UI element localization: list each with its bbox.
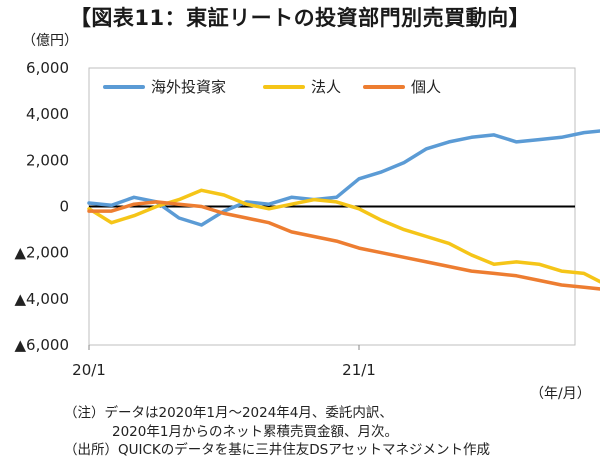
chart-title: 【図表11：東証リートの投資部門別売買動向】	[69, 6, 531, 30]
y-tick-label: 6,000	[26, 59, 69, 77]
y-axis: 6,000 4,000 2,000 0 ▲2,000 ▲4,000 ▲6,000	[15, 59, 69, 354]
series-line-3	[87, 200, 600, 291]
y-tick-label: 4,000	[26, 105, 69, 123]
note-line-1: （注）データは2020年1月～2024年4月、委託内訳、	[64, 405, 393, 421]
series-line-1	[87, 129, 600, 227]
legend-label: 海外投資家	[151, 78, 226, 96]
x-axis: 20/121/122/123/124/1	[72, 345, 376, 379]
legend-label: 個人	[411, 78, 441, 96]
x-axis-unit-label: （年/月）	[530, 386, 591, 402]
y-tick-label: ▲6,000	[15, 336, 69, 354]
x-tick-label: 20/1	[72, 361, 106, 379]
y-tick-label: 0	[59, 198, 69, 216]
y-axis-unit-label: （億円）	[22, 33, 78, 49]
y-tick-label: ▲2,000	[15, 244, 69, 262]
legend: 海外投資家 法人 個人	[103, 78, 441, 96]
source-line: （出所）QUICKのデータを基に三井住友DSアセットマネジメント作成	[64, 442, 490, 458]
note-line-2: 2020年1月からのネット累積売買金額、月次。	[112, 423, 398, 440]
y-tick-label: 2,000	[26, 151, 69, 169]
footnotes: （注）データは2020年1月～2024年4月、委託内訳、 2020年1月からのネ…	[64, 404, 490, 460]
series-layer	[87, 129, 600, 291]
legend-label: 法人	[311, 78, 341, 96]
series-line-2	[87, 188, 600, 284]
x-tick-label: 21/1	[342, 361, 376, 379]
y-tick-label: ▲4,000	[15, 290, 69, 308]
